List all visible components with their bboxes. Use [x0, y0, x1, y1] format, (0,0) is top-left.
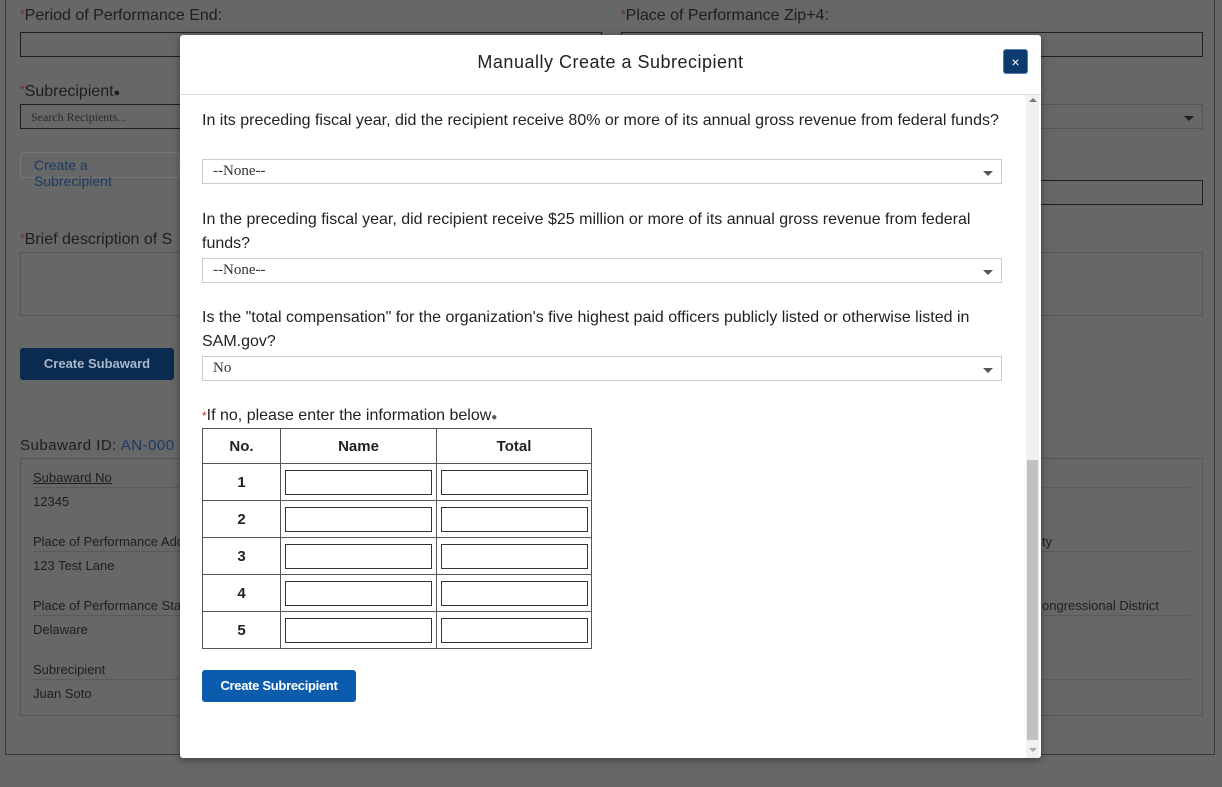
select-value: No [213, 360, 232, 376]
close-icon: × [1011, 54, 1020, 70]
question-1: In its preceding fiscal year, did the re… [202, 112, 999, 129]
zip-label: *Place of Performance Zip+4: [621, 7, 829, 24]
name-input[interactable] [285, 543, 432, 569]
question-3-select[interactable]: No [202, 356, 1002, 381]
col-header-name: Name [280, 428, 437, 464]
detail-label: ty [1042, 534, 1053, 549]
scroll-down-icon[interactable] [1029, 748, 1037, 752]
col-header-total: Total [436, 428, 592, 464]
info-icon: ● [491, 412, 498, 423]
name-input[interactable] [285, 469, 432, 495]
table-row: 5 [202, 611, 592, 649]
name-input[interactable] [285, 617, 432, 643]
create-subrecipient-button[interactable]: Create Subrecipient [202, 670, 356, 702]
detail-label: Subrecipient [33, 662, 106, 677]
detail-label: Place of Performance Add [33, 534, 185, 549]
officers-table: No. Name Total 1 2 3 4 5 [202, 428, 592, 649]
chevron-down-icon [1184, 116, 1194, 121]
total-input[interactable] [440, 580, 588, 606]
brief-description-label: *Brief description of S [20, 231, 173, 248]
detail-label: Subaward No [33, 470, 112, 485]
col-header-no: No. [202, 428, 281, 464]
officers-label: *If no, please enter the information bel… [202, 407, 498, 424]
detail-label: Place of Performance Stat [33, 598, 185, 613]
chevron-down-icon [983, 171, 993, 176]
row-number: 4 [202, 574, 281, 612]
total-input[interactable] [440, 543, 588, 569]
table-row: 4 [202, 574, 592, 612]
row-number: 5 [202, 611, 281, 649]
question-2-select[interactable]: --None-- [202, 258, 1002, 283]
period-end-label: *Period of Performance End: [20, 7, 223, 24]
table-row: 2 [202, 500, 592, 538]
select-value: --None-- [213, 163, 266, 179]
row-number: 2 [202, 500, 281, 538]
info-icon: ● [113, 87, 121, 99]
total-input[interactable] [440, 506, 588, 532]
create-subaward-button[interactable]: Create Subaward [20, 348, 174, 380]
question-1-select[interactable]: --None-- [202, 159, 1002, 184]
table-row: 3 [202, 537, 592, 575]
total-input[interactable] [440, 469, 588, 495]
scrollbar[interactable] [1026, 95, 1039, 758]
chevron-down-icon [983, 270, 993, 275]
create-subrecipient-modal: Manually Create a Subrecipient × In its … [180, 35, 1041, 758]
modal-body: In its preceding fiscal year, did the re… [180, 95, 1041, 758]
chevron-down-icon [983, 368, 993, 373]
select-value: --None-- [213, 262, 266, 278]
scroll-up-icon[interactable] [1029, 98, 1037, 102]
total-input[interactable] [440, 617, 588, 643]
row-number: 3 [202, 537, 281, 575]
detail-label: ongressional District [1042, 598, 1160, 613]
subaward-id: Subaward ID: AN-000 [20, 437, 175, 454]
question-3: Is the "total compensation" for the orga… [202, 309, 970, 350]
modal-header: Manually Create a Subrecipient × [180, 35, 1041, 95]
detail-value: 12345 [33, 494, 70, 509]
detail-value: Delaware [33, 622, 88, 637]
modal-title: Manually Create a Subrecipient [477, 52, 744, 72]
subrecipient-link[interactable]: Juan Soto [33, 686, 92, 701]
create-subrecipient-link[interactable]: Create a Subrecipient [20, 152, 180, 189]
scrollbar-thumb[interactable] [1027, 460, 1038, 740]
close-button[interactable]: × [1003, 49, 1028, 74]
name-input[interactable] [285, 580, 432, 606]
question-2: In the preceding fiscal year, did recipi… [202, 211, 971, 252]
name-input[interactable] [285, 506, 432, 532]
subrecipient-label: *Subrecipient● [20, 83, 121, 100]
detail-value: 123 Test Lane [33, 558, 115, 573]
table-row: 1 [202, 463, 592, 501]
row-number: 1 [202, 463, 281, 501]
